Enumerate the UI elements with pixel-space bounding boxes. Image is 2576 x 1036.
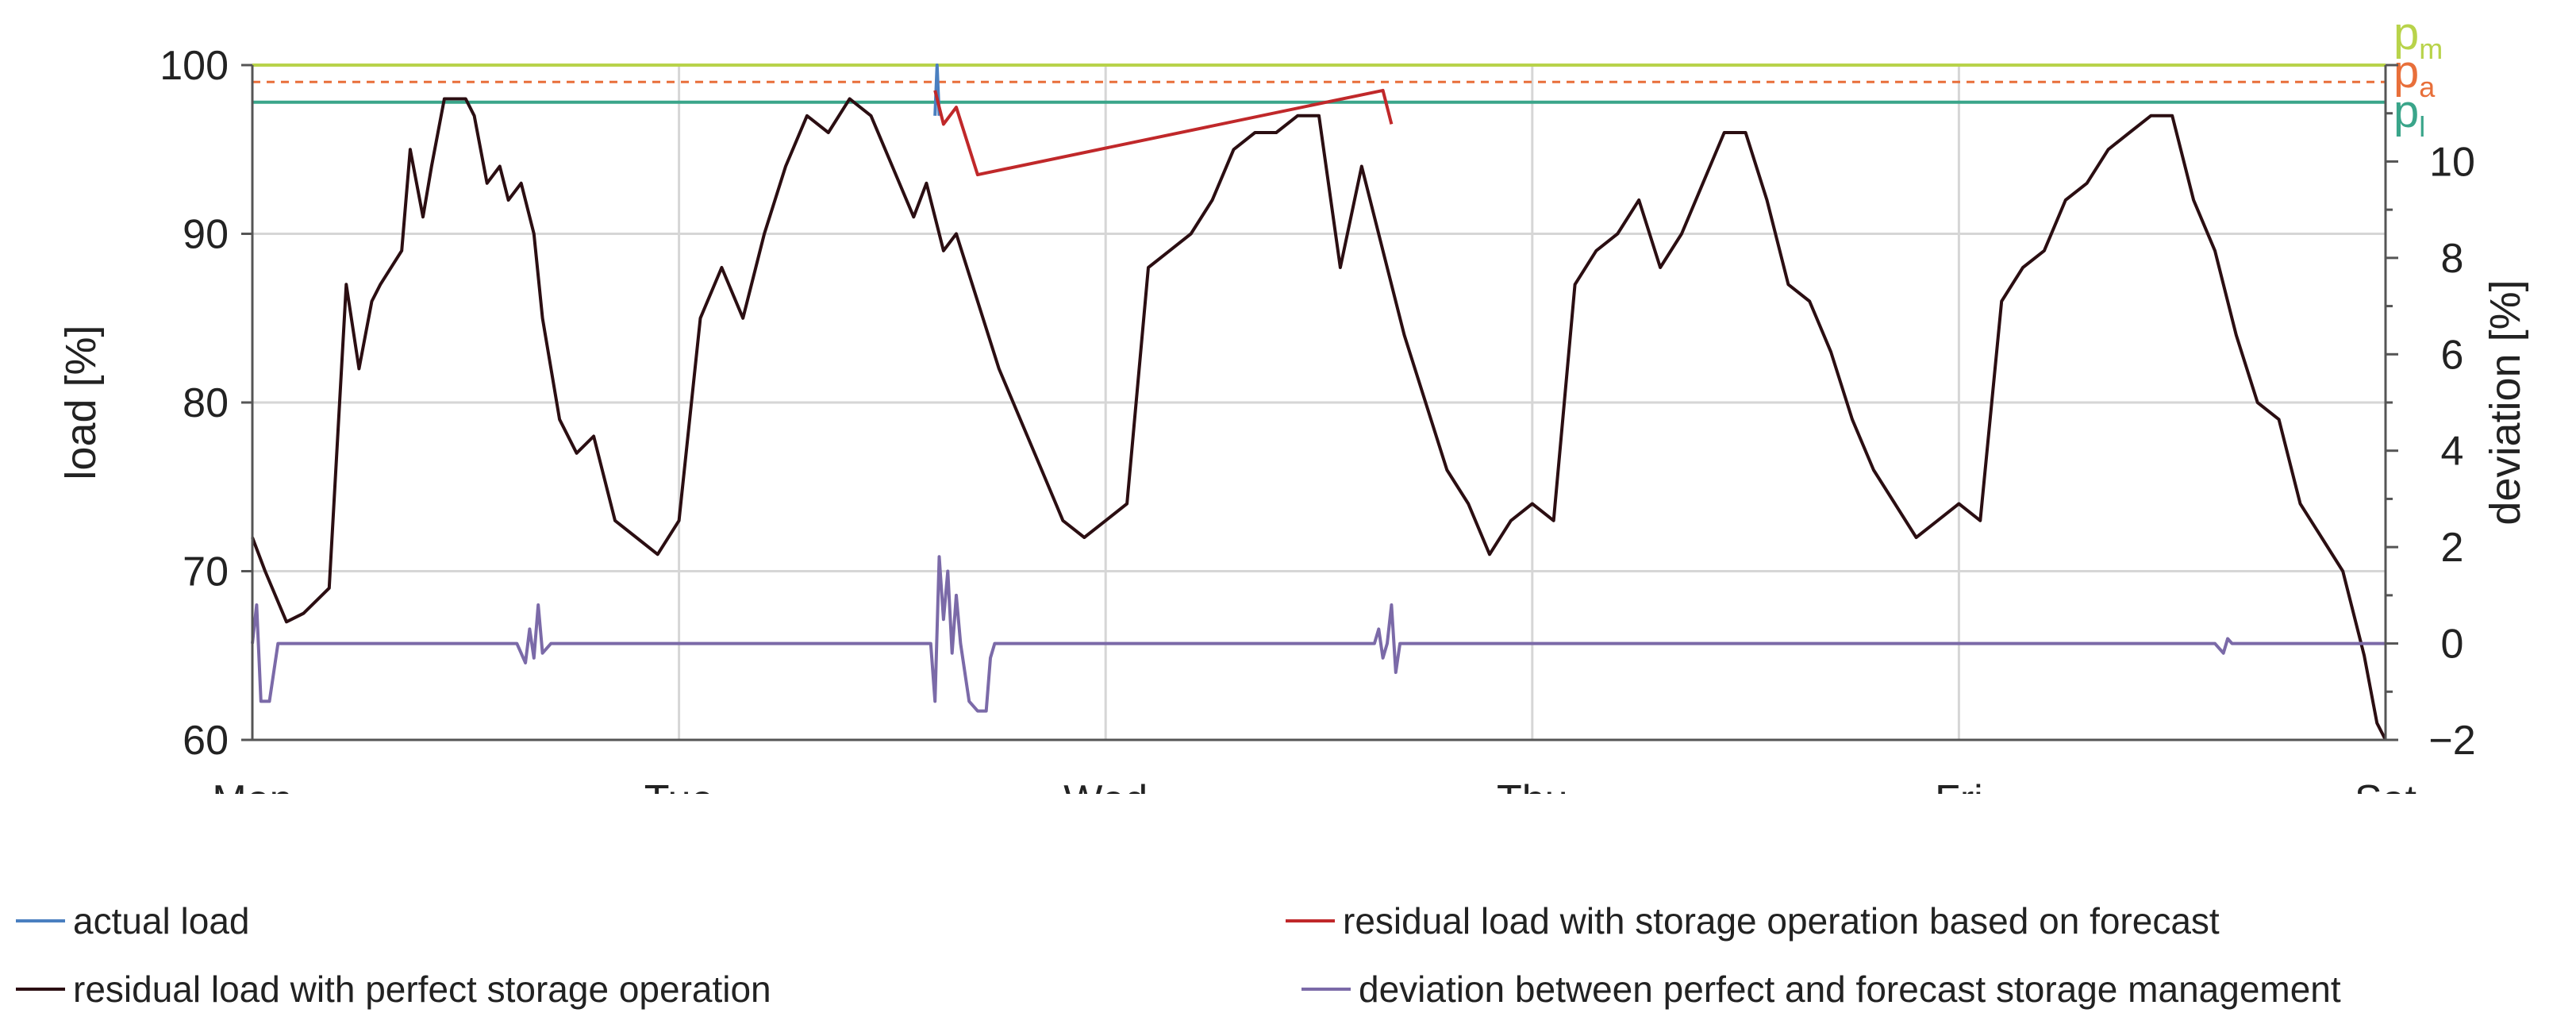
y-tick-label: 90: [183, 212, 229, 258]
legend-label: actual load: [73, 900, 250, 942]
series-line: [933, 88, 1394, 177]
series-line: [251, 555, 2386, 713]
y2-tick-label: 0: [2441, 622, 2464, 668]
y2-tick-label: 6: [2441, 332, 2464, 378]
y2-axis-title: deviation [%]: [2482, 279, 2529, 525]
legend-item-perfect-residual: residual load with perfect storage opera…: [16, 965, 771, 1013]
y2-tick-label: 8: [2441, 236, 2464, 282]
legend-label: residual load with perfect storage opera…: [73, 969, 771, 1010]
reference-line-label: pm: [2393, 8, 2443, 65]
x-tick-label: Fri: [1935, 777, 1983, 794]
x-tick-label: Mon: [212, 777, 292, 794]
legend-label: residual load with storage operation bas…: [1343, 900, 2220, 942]
legend-item-deviation: deviation between perfect and forecast s…: [1301, 965, 2341, 1013]
legend-item-forecast-residual: residual load with storage operation bas…: [1286, 897, 2220, 945]
reference-line-label: pa: [2393, 46, 2436, 103]
legend-swatch: [16, 988, 65, 991]
series-lines: [251, 64, 2387, 741]
legend-swatch: [1301, 988, 1351, 991]
legend-item-actual-load: actual load: [16, 897, 250, 945]
y-axis-title: load [%]: [57, 325, 105, 479]
y2-tick-label: 10: [2429, 139, 2475, 185]
y-tick-label: 70: [183, 549, 229, 595]
y-tick-label: 100: [160, 43, 229, 89]
y2-tick-label: 4: [2441, 429, 2464, 475]
tick-labels: Mon Tue Wed Thu Fri Sat 60 70 80 90 100 −2 0 2 4 6 8 10: [160, 43, 2475, 794]
legend-swatch: [1286, 919, 1335, 922]
legend-swatch: [16, 919, 65, 922]
x-tick-label: Tue: [644, 777, 714, 794]
legend-label: deviation between perfect and forecast s…: [1359, 969, 2341, 1010]
legend: actual load residual load with storage o…: [0, 794, 2576, 1036]
x-tick-label: Sat: [2355, 777, 2417, 794]
series-line: [251, 97, 2387, 741]
y-tick-label: 80: [183, 380, 229, 426]
x-tick-label: Wed: [1063, 777, 1148, 794]
y2-tick-label: −2: [2428, 718, 2475, 764]
reference-line-label: pl: [2393, 86, 2425, 143]
y-tick-label: 60: [183, 718, 229, 764]
y2-tick-label: 2: [2441, 525, 2464, 571]
x-tick-label: Thu: [1497, 777, 1568, 794]
gridlines: [251, 64, 2387, 741]
